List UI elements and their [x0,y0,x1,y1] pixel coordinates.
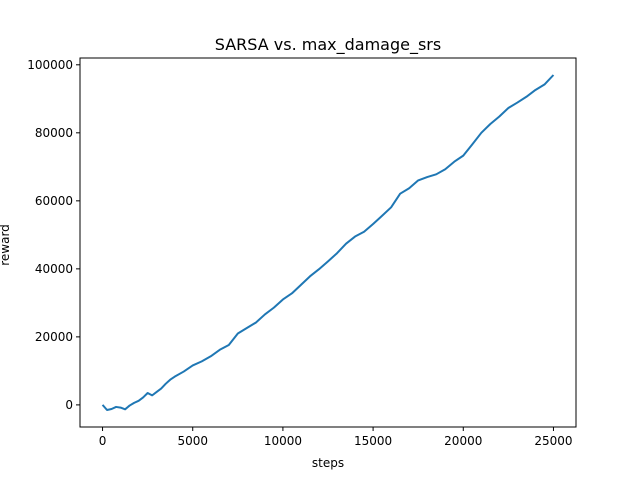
x-tick-label: 0 [99,434,107,448]
y-tick-label: 20000 [35,330,73,344]
y-axis-label: reward [0,224,12,266]
series-line-0 [101,74,555,411]
x-axis-ticks: 0 5000 10000 15000 20000 25000 [99,427,573,448]
x-tick-label: 5000 [177,434,208,448]
x-tick-label: 15000 [354,434,392,448]
x-tick-label: 20000 [444,434,482,448]
x-tick-label: 10000 [264,434,302,448]
plot-area [79,57,577,428]
y-tick-label: 100000 [27,58,73,72]
chart-title: SARSA vs. max_damage_srs [215,35,441,55]
y-axis-ticks: 0 20000 40000 60000 80000 100000 [27,58,80,412]
y-tick-label: 40000 [35,262,73,276]
y-tick-label: 80000 [35,126,73,140]
plot-frame [79,57,577,428]
x-tick-label: 25000 [534,434,572,448]
x-axis-label: steps [312,456,344,470]
y-tick-label: 60000 [35,194,73,208]
y-tick-label: 0 [65,398,73,412]
